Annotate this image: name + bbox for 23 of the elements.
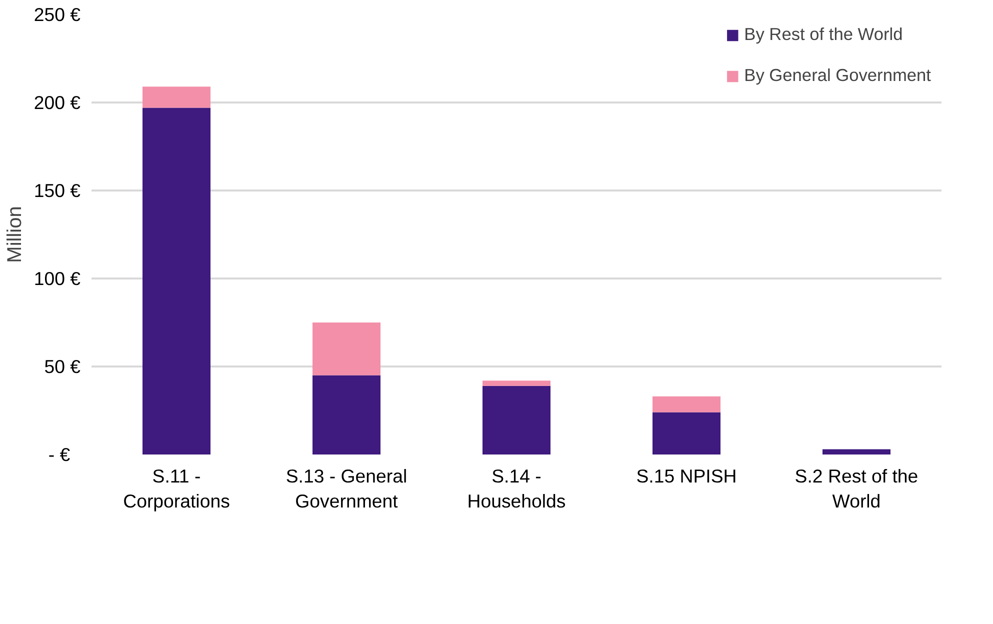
x-tick-label: S.13 - General Government: [286, 466, 408, 512]
y-tick-label: 100 €: [34, 268, 82, 289]
y-tick-label: 150 €: [34, 180, 82, 201]
legend-label: By Rest of the World: [744, 24, 903, 45]
y-tick-label: 250 €: [34, 4, 82, 25]
y-tick-label: - €: [48, 444, 71, 465]
y-tick-label: 50 €: [44, 356, 82, 377]
x-tick-label: S.2 Rest of the World: [794, 466, 918, 512]
bar: [142, 86, 210, 108]
y-tick-label: 200 €: [34, 92, 82, 113]
bar: [482, 386, 550, 454]
x-tick-label: S.15 NPISH: [636, 466, 737, 486]
x-tick-label: S.11 - Corporations: [123, 466, 230, 512]
bar: [482, 380, 550, 386]
bar: [822, 449, 890, 454]
y-axis-title: Million: [4, 206, 26, 263]
bar: [142, 108, 210, 454]
bar: [312, 375, 380, 454]
bar: [652, 396, 720, 412]
x-tick-label: S.14 - Households: [467, 466, 566, 512]
bar: [652, 412, 720, 454]
legend-label: By General Government: [744, 65, 931, 86]
bar: [312, 322, 380, 376]
